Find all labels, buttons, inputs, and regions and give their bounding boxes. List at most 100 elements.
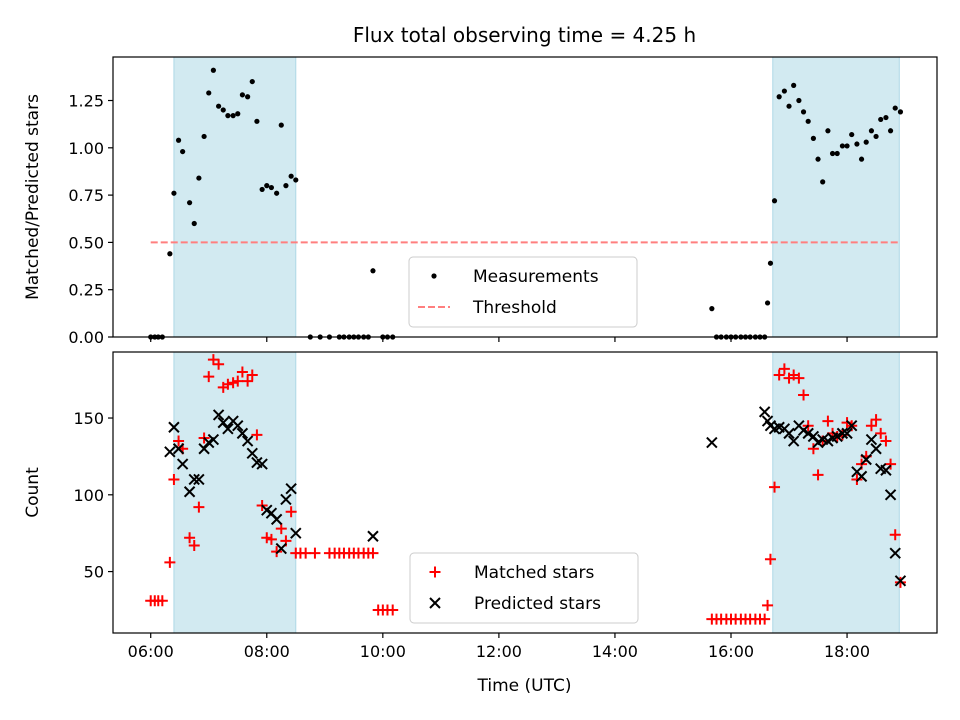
data-point <box>236 366 248 378</box>
data-point <box>892 105 898 111</box>
legend: Matched stars Predicted stars <box>409 552 639 624</box>
data-point <box>268 184 275 191</box>
data-point <box>259 186 265 193</box>
data-point <box>245 94 251 100</box>
data-point <box>285 506 297 518</box>
data-point <box>709 306 715 312</box>
x-tick-label: 16:00 <box>708 642 754 661</box>
data-point <box>283 183 289 189</box>
data-point <box>232 419 244 432</box>
data-point <box>254 118 260 124</box>
data-point <box>844 143 850 149</box>
data-point <box>203 371 215 383</box>
series-measurements <box>148 67 904 340</box>
data-point <box>773 369 785 381</box>
data-point <box>776 94 782 100</box>
data-point <box>822 415 834 427</box>
data-point <box>831 430 843 443</box>
data-point <box>239 92 246 98</box>
data-point <box>812 469 824 481</box>
data-point <box>264 183 270 189</box>
x-tick-label: 10:00 <box>360 642 406 661</box>
data-point <box>815 156 821 162</box>
data-point <box>193 501 205 513</box>
data-point <box>164 556 176 568</box>
data-point <box>168 421 180 433</box>
data-point <box>834 150 840 157</box>
data-point <box>849 131 855 138</box>
legend-marker <box>429 597 441 609</box>
data-point <box>796 97 802 104</box>
shaded-interval <box>772 57 900 337</box>
data-point <box>894 576 906 588</box>
data-point <box>894 575 907 587</box>
data-point <box>759 613 771 625</box>
legend-label: Threshold <box>472 298 557 318</box>
data-point <box>275 542 287 555</box>
x-tick-label: 08:00 <box>244 642 290 661</box>
x-tick-label: 18:00 <box>824 642 870 661</box>
data-point <box>230 113 236 119</box>
y-tick-label: 0.50 <box>68 233 104 252</box>
data-point <box>367 530 379 542</box>
data-point <box>875 427 887 439</box>
data-point <box>762 599 774 611</box>
data-point <box>810 135 817 141</box>
data-point <box>820 179 826 185</box>
data-point <box>271 546 283 558</box>
data-point <box>769 481 781 493</box>
data-point <box>807 443 819 455</box>
data-point <box>183 486 196 498</box>
data-point <box>196 175 202 181</box>
axes-frame <box>112 56 938 338</box>
y-axis-label: Matched/Predicted stars <box>23 94 43 300</box>
data-point <box>222 423 234 435</box>
shaded-interval <box>173 352 296 633</box>
y-tick-label: 0.75 <box>68 186 104 205</box>
data-point <box>167 251 173 257</box>
data-point <box>841 427 853 440</box>
data-point <box>787 435 800 447</box>
data-point <box>884 489 897 501</box>
data-point <box>232 375 244 387</box>
data-point <box>173 435 185 447</box>
data-point <box>156 595 168 607</box>
data-point <box>870 414 882 426</box>
legend-box <box>409 552 639 624</box>
data-point <box>309 547 321 559</box>
legend-box <box>408 256 638 328</box>
series-predicted-stars <box>164 406 907 587</box>
y-tick-label: 1.25 <box>68 92 104 111</box>
data-point <box>265 533 277 545</box>
y-tick-label: 0.25 <box>68 281 104 300</box>
data-point <box>191 220 197 227</box>
data-point <box>839 143 846 149</box>
data-point <box>858 156 865 162</box>
data-point <box>798 389 810 401</box>
legend-label: Predicted stars <box>474 594 601 614</box>
data-point <box>889 547 901 559</box>
panel-ratio: 0.00 0.25 0.50 0.75 1.00 1.25 Matched/Predicte… <box>23 56 938 347</box>
x-tick-label: 14:00 <box>592 642 638 661</box>
data-point <box>783 427 795 440</box>
data-point <box>176 458 189 470</box>
legend-marker <box>429 566 441 578</box>
data-point <box>793 372 805 384</box>
data-point <box>216 103 222 109</box>
data-point <box>887 128 894 134</box>
panel-counts: 50 100 150 06:00 08:00 10:00 12:00 14:00 16:00 18… <box>23 351 938 661</box>
data-point <box>180 148 186 155</box>
data-point <box>885 458 897 470</box>
data-point <box>188 539 200 551</box>
data-point <box>251 429 263 441</box>
data-point <box>778 363 790 375</box>
data-point <box>805 118 811 124</box>
data-point <box>206 90 212 96</box>
data-point <box>184 532 196 544</box>
data-point <box>220 107 226 113</box>
data-point <box>171 190 177 196</box>
legend-label: Measurements <box>473 267 599 287</box>
data-point <box>235 111 241 117</box>
data-point <box>198 443 210 455</box>
